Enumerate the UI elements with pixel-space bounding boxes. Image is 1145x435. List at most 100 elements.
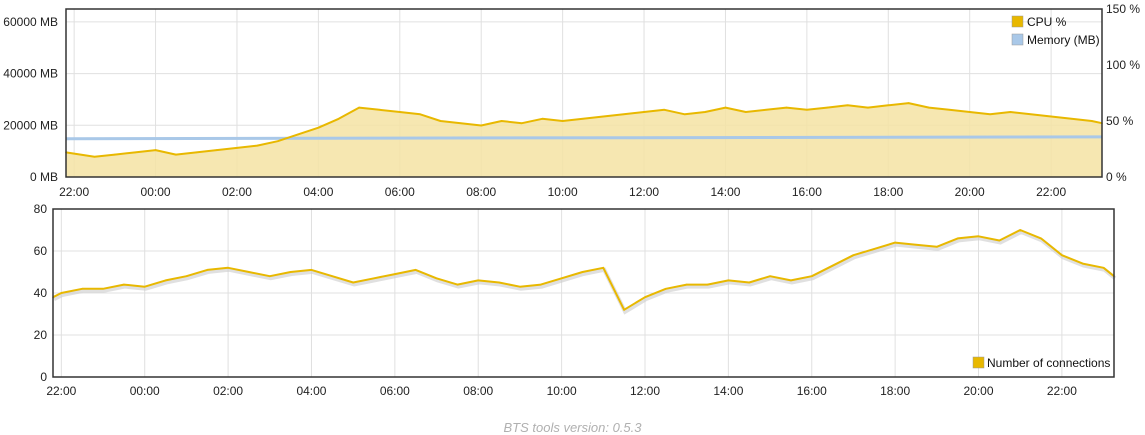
cpu-point: [724, 106, 727, 109]
connections-point: [769, 275, 771, 278]
cpu-point: [154, 149, 157, 151]
cpu-point: [663, 109, 666, 111]
bottom-x-tick-label: 06:00: [380, 384, 410, 398]
bottom-x-tick-label: 04:00: [296, 384, 326, 398]
cpu-point: [460, 122, 462, 124]
connections-point: [185, 275, 188, 278]
cpu-point: [867, 106, 869, 109]
bottom-x-tick-label: 12:00: [630, 384, 660, 398]
top-x-tick-label: 10:00: [548, 185, 578, 199]
connections-point: [706, 283, 709, 286]
cpu-point: [195, 151, 198, 154]
connections-point: [227, 267, 229, 269]
connections-point: [310, 269, 313, 271]
top-y-left-tick-label: 40000 MB: [3, 67, 58, 81]
top-y-right-tick-label: 50 %: [1106, 114, 1134, 128]
top-legend: CPU % Memory (MB): [1011, 15, 1100, 47]
connections-point: [998, 239, 1001, 242]
connections-point: [665, 288, 667, 290]
cpu-point: [276, 140, 279, 142]
cpu-point: [439, 120, 442, 122]
bottom-x-tick-label: 10:00: [547, 384, 577, 398]
bottom-y-tick-label: 40: [34, 286, 48, 300]
legend-cpu-label: CPU %: [1027, 15, 1067, 29]
connections-point: [956, 237, 959, 240]
bottom-x-tick-label: 16:00: [797, 384, 827, 398]
cpu-point: [93, 156, 96, 158]
cpu-memory-chart: 22:00 00:00 02:00 04:00 06:00 08:00 10:00 12:00…: [3, 2, 1140, 199]
connections-point: [915, 243, 917, 246]
connections-chart: 22:00 00:00 02:00 04:00 06:00 08:00 10:00 12:00…: [34, 202, 1117, 398]
connections-point: [102, 288, 104, 290]
top-y-right-tick-label: 0 %: [1106, 170, 1127, 184]
cpu-point: [114, 153, 116, 156]
bottom-y-ticks: 0 20 40 60 80: [34, 202, 48, 384]
cpu-point: [378, 109, 381, 111]
connections-point: [852, 254, 855, 256]
connections-point: [1081, 262, 1084, 265]
connections-point: [936, 246, 938, 248]
cpu-point: [317, 126, 320, 129]
cpu-point: [826, 106, 828, 109]
cpu-point: [1091, 120, 1093, 122]
connections-point: [748, 281, 750, 284]
top-y-left-tick-label: 20000 MB: [3, 118, 58, 132]
cpu-point: [1009, 111, 1012, 113]
version-footer: BTS tools version: 0.5.3: [503, 420, 642, 435]
top-y-left-ticks: 0 MB 20000 MB 40000 MB 60000 MB: [3, 15, 58, 184]
bottom-x-tick-label: 08:00: [463, 384, 493, 398]
cpu-point: [785, 106, 788, 109]
connections-point: [1102, 267, 1105, 269]
cpu-point: [541, 118, 544, 120]
connections-point: [123, 283, 125, 286]
bottom-x-tick-label: 18:00: [880, 384, 910, 398]
connections-point: [560, 277, 563, 280]
bottom-x-tick-label: 20:00: [963, 384, 993, 398]
top-x-tick-label: 22:00: [1036, 185, 1066, 199]
cpu-point: [358, 106, 360, 109]
bottom-y-tick-label: 60: [34, 244, 48, 258]
top-x-tick-label: 12:00: [629, 185, 659, 199]
connections-point: [331, 275, 334, 278]
top-x-tick-label: 16:00: [792, 185, 822, 199]
connections-point: [456, 283, 459, 286]
top-y-left-tick-label: 0 MB: [30, 170, 58, 184]
bottom-y-tick-label: 0: [40, 370, 47, 384]
top-y-left-tick-label: 60000 MB: [3, 15, 58, 29]
connections-point: [143, 285, 146, 288]
connections-point: [602, 267, 605, 269]
cpu-point: [1070, 118, 1073, 120]
connections-point: [352, 281, 355, 284]
connections-point: [811, 275, 813, 278]
connections-line-shadow: [53, 229, 1117, 315]
top-x-tick-label: 00:00: [141, 185, 171, 199]
connections-point: [623, 309, 625, 311]
connections-point: [373, 277, 375, 280]
cpu-point: [602, 115, 605, 118]
legend-connections-swatch: [972, 356, 985, 369]
top-y-right-tick-label: 150 %: [1106, 2, 1140, 16]
cpu-point: [521, 122, 523, 124]
connections-point: [435, 277, 438, 280]
cpu-point: [989, 113, 991, 116]
connections-point: [248, 271, 250, 273]
top-cpu-area-group: [66, 103, 1102, 177]
cpu-point: [622, 113, 625, 116]
cpu-point: [745, 111, 747, 113]
top-x-tick-label: 04:00: [303, 185, 333, 199]
connections-point: [727, 279, 730, 282]
cpu-point: [1030, 113, 1032, 116]
bottom-x-tick-label: 00:00: [130, 384, 160, 398]
connections-point: [790, 279, 792, 282]
top-x-tick-label: 20:00: [955, 185, 985, 199]
cpu-point: [561, 120, 564, 122]
cpu-point: [846, 104, 849, 107]
connections-point: [519, 285, 521, 288]
cpu-point: [337, 118, 340, 120]
top-memory-line-group: [65, 135, 1103, 141]
connections-point: [206, 269, 209, 271]
connections-point: [1019, 229, 1021, 231]
top-x-tick-label: 06:00: [385, 185, 415, 199]
legend-memory-swatch: [1011, 33, 1024, 46]
